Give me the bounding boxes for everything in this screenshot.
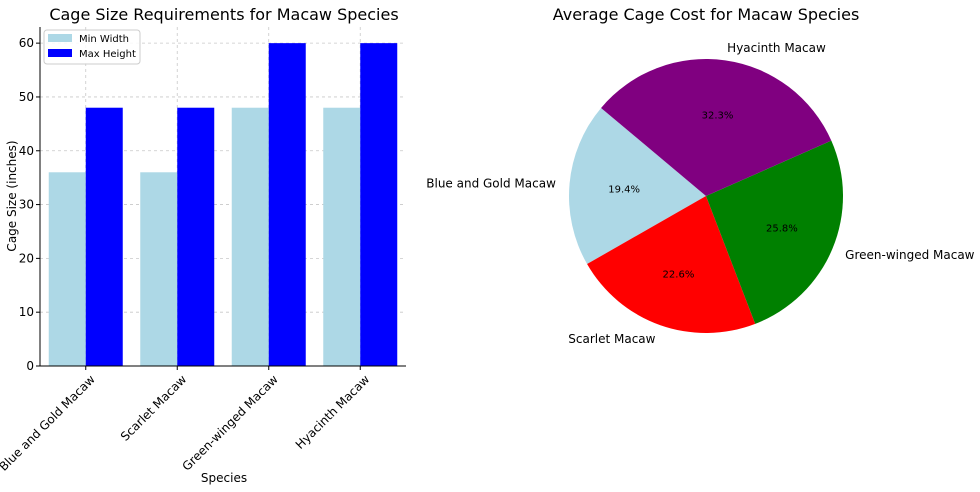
legend-label-min-width: Min Width [79,34,129,45]
y-axis-ticks: 0 10 20 30 40 50 60 [19,36,40,373]
bar-min-width [231,107,269,366]
x-tick-label: Blue and Gold Macaw [0,372,98,474]
pie-slice-scarlet-macaw [587,196,756,334]
bar-chart-bars [48,43,398,367]
pie-slices [568,59,843,334]
bar-min-width [323,107,361,366]
legend-swatch-max-height [48,49,72,57]
pie-label: Hyacinth Macaw [727,41,826,55]
pie-slice-blue-and-gold-macaw [568,107,706,265]
bar-chart: Cage Size Requirements for Macaw Species… [0,5,406,485]
x-axis-ticks: Blue and Gold Macaw Scarlet MacawGreen-wi… [0,366,372,474]
legend-label-max-height: Max Height [79,49,136,60]
y-tick-label: 40 [19,144,34,158]
y-tick-label: 50 [19,90,34,104]
y-axis-label: Cage Size (inches) [5,140,19,251]
y-tick-label: 20 [19,251,34,265]
x-tick-label: Scarlet Macaw [118,372,190,444]
bar-max-height [268,43,306,367]
bar-legend: Min Width Max Height [43,29,141,65]
bar-min-width [48,172,86,366]
x-tick-label: Green-winged Macaw [180,372,281,473]
y-tick-label: 10 [19,305,34,319]
x-axis-label: Species [201,471,247,485]
y-tick-label: 60 [19,36,34,50]
bar-max-height [85,107,123,366]
pie-pct-label: 19.4% [608,185,640,196]
pie-label: Green-winged Macaw [845,248,975,262]
pie-pct-label: 25.8% [766,224,798,235]
y-tick-label: 30 [19,198,34,212]
pie-label: Blue and Gold Macaw [426,177,556,191]
pie-chart: Average Cage Cost for Macaw Species 19.4… [426,5,974,346]
pie-slice-green-winged-macaw [706,140,843,324]
bar-max-height [360,43,398,367]
pie-pct-label: 32.3% [702,111,734,122]
bar-chart-title: Cage Size Requirements for Macaw Species [49,5,398,24]
y-tick-label: 0 [26,359,34,373]
bar-max-height [177,107,215,366]
pie-label: Scarlet Macaw [568,332,655,346]
pie-pct-label: 22.6% [663,269,695,280]
legend-swatch-min-width [48,34,72,42]
pie-chart-title: Average Cage Cost for Macaw Species [553,5,860,24]
bar-min-width [140,172,178,366]
pie-labels: 19.4% Blue and Gold Macaw 22.6% Scarlet Mac… [426,41,974,346]
x-tick-label: Hyacinth Macaw [293,372,373,452]
pie-slice-hyacinth-macaw [601,59,832,196]
